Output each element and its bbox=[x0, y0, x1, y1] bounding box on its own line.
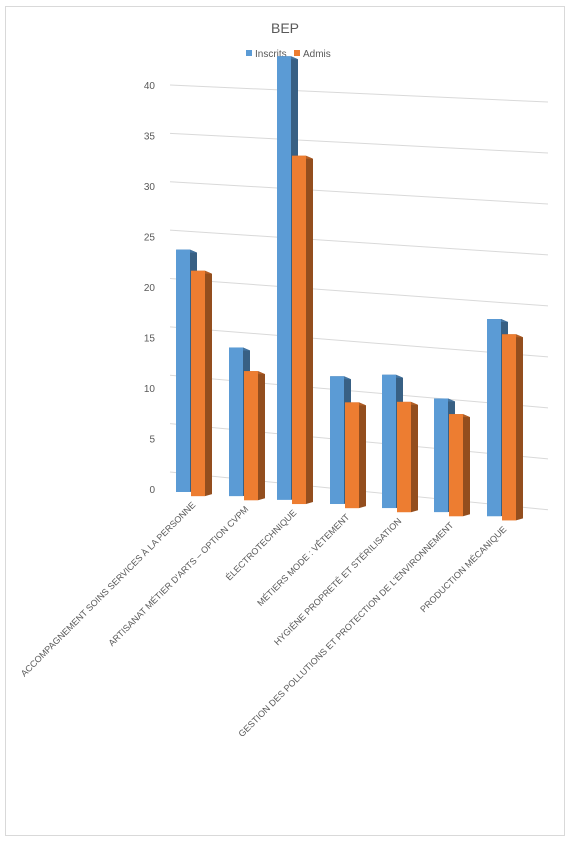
bar-front bbox=[191, 270, 205, 497]
legend-entry: Inscrits bbox=[255, 49, 287, 60]
bar-front bbox=[292, 155, 306, 505]
x-axis-labels: ACCOMPAGNEMENT SOINS SERVICES À LA PERSO… bbox=[19, 500, 509, 739]
y-tick-label: 5 bbox=[149, 435, 155, 446]
bar-front bbox=[345, 402, 359, 509]
gridline bbox=[169, 181, 549, 205]
legend-entry: Admis bbox=[303, 49, 331, 60]
legend-swatch bbox=[246, 50, 252, 56]
y-tick-label: 10 bbox=[144, 384, 156, 395]
bar-front bbox=[176, 249, 190, 492]
gridline bbox=[169, 326, 549, 358]
category-label: HYGIÈNE PROPRETÉ ET STÉRILISATION bbox=[272, 516, 403, 647]
category-label: GESTION DES POLLUTIONS ET PROTECTION DE … bbox=[236, 520, 455, 739]
bar-front bbox=[229, 347, 243, 497]
bar bbox=[502, 334, 523, 521]
legend-swatch bbox=[294, 50, 300, 56]
bar-front bbox=[382, 374, 396, 509]
y-axis-ticks: 0 5 10 15 20 25 30 35 40 bbox=[144, 81, 156, 496]
bar bbox=[244, 371, 265, 501]
category-label: MÉTIERS MODE : VÊTEMENT bbox=[255, 512, 352, 609]
bar-front bbox=[244, 371, 258, 501]
gridline bbox=[169, 229, 549, 256]
gridline bbox=[169, 132, 549, 154]
bar bbox=[397, 401, 418, 513]
bar-side bbox=[306, 155, 313, 505]
bar-front bbox=[487, 319, 501, 517]
bar-side bbox=[463, 414, 470, 517]
bar-side bbox=[516, 334, 523, 521]
gridlines bbox=[169, 84, 549, 511]
bar-front bbox=[449, 414, 463, 517]
bar-front bbox=[434, 398, 448, 513]
bar-front bbox=[397, 401, 411, 513]
bar bbox=[345, 402, 366, 509]
y-tick-label: 0 bbox=[149, 485, 155, 496]
y-tick-label: 40 bbox=[144, 81, 156, 92]
y-tick-label: 15 bbox=[144, 334, 156, 345]
y-tick-label: 25 bbox=[144, 233, 156, 244]
bar-side bbox=[205, 270, 212, 497]
bar-front bbox=[277, 56, 291, 500]
bar bbox=[449, 414, 470, 517]
chart-title: BEP bbox=[271, 20, 299, 36]
y-tick-label: 35 bbox=[144, 132, 156, 143]
gridline bbox=[169, 278, 549, 307]
y-tick-label: 20 bbox=[144, 283, 156, 294]
bars bbox=[176, 56, 523, 521]
bar-side bbox=[411, 401, 418, 513]
bar bbox=[292, 155, 313, 505]
bar-front bbox=[502, 334, 516, 521]
legend: Inscrits Admis bbox=[246, 49, 331, 60]
gridline bbox=[169, 84, 549, 103]
bar-front bbox=[330, 376, 344, 505]
bar bbox=[191, 270, 212, 497]
y-tick-label: 30 bbox=[144, 182, 156, 193]
bar-side bbox=[258, 371, 265, 501]
bar-side bbox=[359, 402, 366, 509]
